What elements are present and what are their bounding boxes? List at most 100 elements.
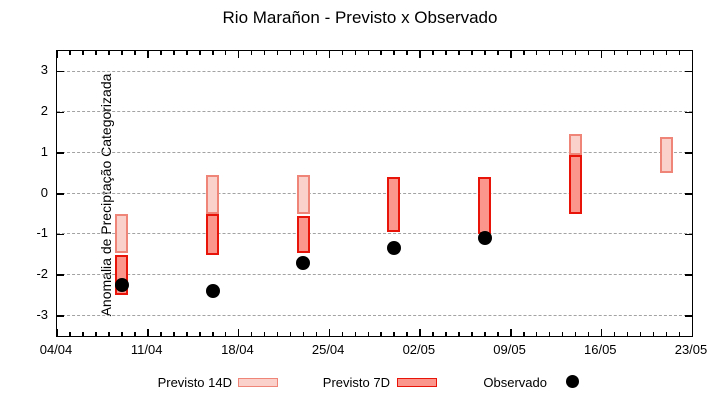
x-tick-minor-top (354, 51, 357, 55)
x-tick-minor (302, 332, 305, 336)
x-tick-minor (108, 332, 110, 336)
bar-previsto-14d-16-04 (206, 175, 219, 214)
x-tick-minor-top (678, 51, 681, 55)
x-tick-minor (121, 332, 123, 336)
y-tick-label: 3 (40, 62, 48, 78)
x-tick-minor-top (276, 51, 279, 55)
x-tick-major (691, 329, 693, 336)
observado-dot-16-04 (205, 284, 220, 299)
x-tick-minor-top (626, 51, 629, 55)
legend-marker-observado-dot (566, 375, 579, 388)
x-tick-minor-top (263, 51, 266, 55)
x-tick-major-top (419, 51, 421, 58)
x-tick-minor-top (561, 51, 564, 55)
bar-previsto-14d-14-05 (568, 134, 582, 155)
x-tick-minor-top (652, 51, 655, 55)
x-tick-major (56, 329, 58, 336)
x-tick-minor-top (458, 51, 460, 55)
x-tick-major-top (56, 51, 58, 58)
x-tick-minor-top (445, 51, 447, 55)
x-tick-minor (173, 332, 175, 336)
y-tick-left (57, 70, 64, 73)
x-tick-minor (678, 332, 681, 336)
x-tick-major (328, 329, 331, 336)
x-tick-minor (289, 332, 292, 336)
observado-dot-09-04 (114, 278, 129, 293)
x-tick-minor-top (393, 51, 395, 55)
x-tick-minor-top (121, 51, 123, 55)
x-tick-label: 04/04 (39, 342, 73, 357)
observado-dot-30-04 (386, 241, 401, 256)
gridline-y-3 (57, 314, 692, 316)
y-tick-left (57, 193, 64, 195)
x-tick-minor (341, 332, 344, 336)
x-tick-major-top (237, 51, 240, 58)
x-tick-minor-top (613, 51, 616, 55)
y-tick-right (685, 193, 692, 195)
y-tick-label: 2 (40, 103, 48, 119)
x-tick-minor-top (484, 51, 486, 55)
x-tick-minor (69, 332, 71, 336)
x-tick-minor (186, 332, 188, 336)
x-tick-minor (406, 332, 408, 336)
x-tick-minor-top (108, 51, 110, 55)
x-tick-minor-top (548, 51, 551, 55)
x-tick-minor-top (302, 51, 305, 55)
x-tick-minor (458, 332, 460, 336)
x-tick-minor (315, 332, 318, 336)
x-tick-minor-top (315, 51, 318, 55)
legend: Previsto 14D Previsto 7D Observado (0, 374, 720, 394)
gridline-y1 (57, 152, 692, 154)
x-tick-minor (587, 332, 590, 336)
x-tick-minor-top (82, 51, 84, 55)
bar-previsto-7d-30-04 (387, 177, 401, 233)
x-tick-minor-top (471, 51, 473, 55)
x-tick-minor (665, 332, 668, 336)
x-tick-label: 02/05 (402, 342, 436, 357)
x-tick-minor-top (134, 51, 136, 55)
x-tick-label: 16/05 (584, 342, 617, 357)
x-tick-minor-top (69, 51, 71, 55)
x-tick-minor-top (523, 51, 525, 55)
x-tick-minor-top (406, 51, 408, 55)
legend-swatch-previsto-14d (238, 378, 278, 387)
x-tick-minor (380, 332, 382, 336)
x-tick-label: 11/04 (130, 342, 163, 357)
x-tick-major (600, 329, 603, 336)
gridline-y0 (57, 192, 692, 194)
x-tick-minor (367, 332, 370, 336)
gridline-y3 (57, 70, 692, 72)
x-tick-minor (432, 332, 434, 336)
x-tick-minor (199, 332, 201, 336)
x-tick-minor-top (160, 51, 162, 55)
legend-swatch-previsto-7d (397, 378, 437, 387)
y-tick-left (57, 315, 64, 317)
x-tick-minor (393, 332, 395, 336)
x-tick-minor-top (289, 51, 292, 55)
x-tick-minor (561, 332, 564, 336)
y-tick-label: 1 (40, 143, 48, 159)
y-tick-right (685, 233, 692, 236)
gridline-y-2 (57, 274, 692, 276)
x-tick-minor (523, 332, 525, 336)
x-tick-major-top (328, 51, 331, 58)
x-tick-major-top (147, 51, 149, 58)
x-tick-minor (134, 332, 136, 336)
x-tick-minor-top (665, 51, 668, 55)
plot-area (56, 50, 693, 337)
x-tick-minor (574, 332, 577, 336)
x-tick-minor-top (639, 51, 642, 55)
x-tick-minor-top (574, 51, 577, 55)
x-tick-minor-top (341, 51, 344, 55)
y-tick-left (57, 274, 64, 276)
x-tick-minor (212, 332, 214, 336)
x-tick-minor (263, 332, 266, 336)
x-tick-major (510, 329, 512, 336)
x-tick-minor-top (367, 51, 370, 55)
x-tick-minor (224, 332, 227, 336)
bar-previsto-7d-23-04 (296, 215, 310, 253)
x-tick-minor (613, 332, 616, 336)
x-tick-minor-top (212, 51, 214, 55)
x-tick-minor-top (186, 51, 188, 55)
x-tick-minor-top (95, 51, 97, 55)
